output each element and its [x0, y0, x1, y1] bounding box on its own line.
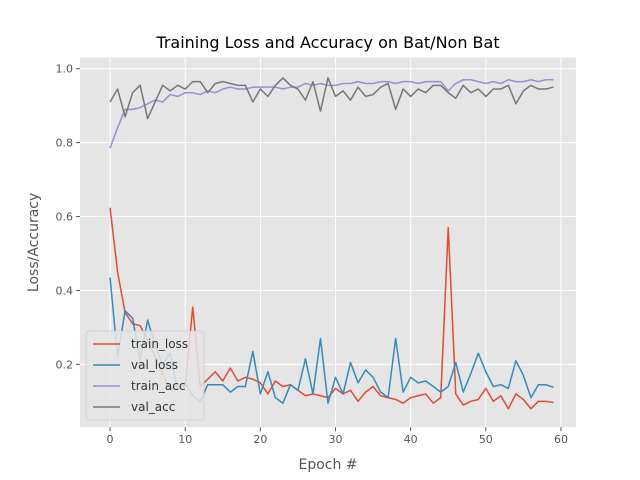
x-tick-label: 10 — [178, 433, 192, 446]
x-tick-label: 30 — [329, 433, 343, 446]
y-tick-label: 1.0 — [56, 63, 74, 76]
legend: train_loss val_loss train_acc val_acc — [85, 330, 205, 421]
y-tick-label: 0.2 — [56, 358, 74, 371]
legend-label: val_loss — [131, 358, 178, 372]
x-tick-label: 20 — [253, 433, 267, 446]
x-tick-label: 60 — [554, 433, 568, 446]
legend-label: val_acc — [131, 400, 175, 414]
x-tick-label: 0 — [107, 433, 114, 446]
legend-box — [85, 330, 205, 421]
y-tick-label: 0.8 — [56, 137, 74, 150]
y-tick-label: 0.4 — [56, 284, 74, 297]
y-axis-ticks: 0.2 0.4 0.6 0.8 1.0 — [56, 63, 80, 371]
legend-label: train_loss — [131, 337, 188, 351]
x-tick-label: 40 — [404, 433, 418, 446]
y-axis-label: Loss/Accuracy — [26, 193, 42, 292]
x-tick-label: 50 — [479, 433, 493, 446]
chart-title: Training Loss and Accuracy on Bat/Non Ba… — [155, 33, 499, 52]
legend-label: train_acc — [131, 379, 185, 393]
series-line-val-acc — [109, 77, 554, 120]
x-axis-label: Epoch # — [298, 457, 357, 473]
y-tick-label: 0.6 — [56, 211, 74, 224]
x-axis-ticks: 0 10 20 30 40 50 60 — [107, 427, 568, 446]
